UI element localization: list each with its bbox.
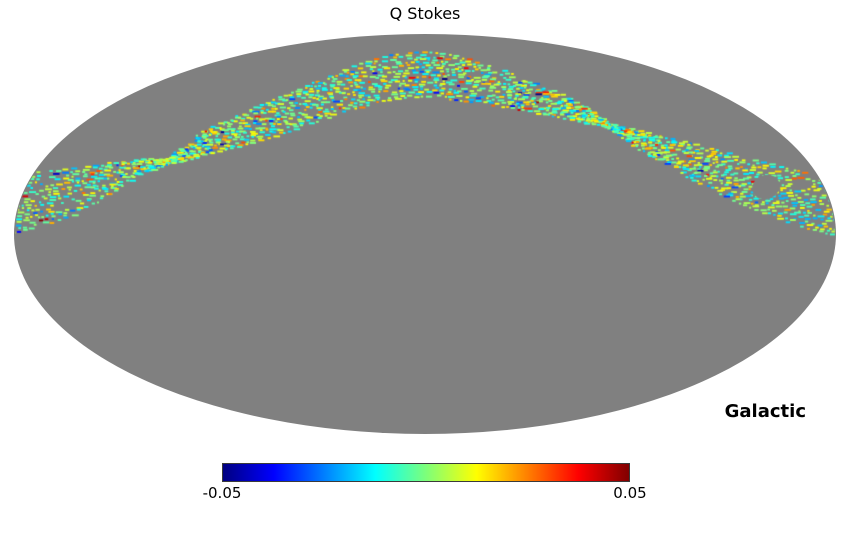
colorbar-min-label: -0.05: [202, 484, 242, 502]
colorbar-max-label: 0.05: [613, 484, 647, 502]
colorbar-gradient: [222, 463, 630, 482]
coordinate-system-label: Galactic: [724, 401, 806, 422]
